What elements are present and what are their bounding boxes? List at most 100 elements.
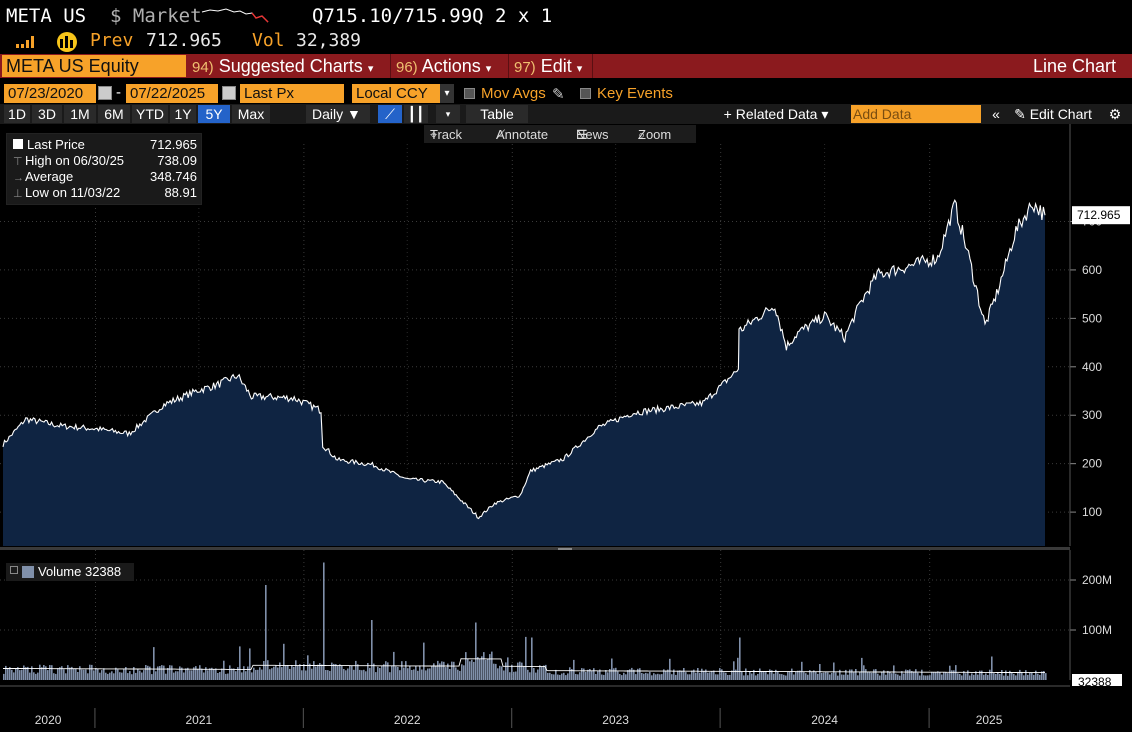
header-prev-line: Prev 712.965 Vol 32,389 (0, 30, 1132, 54)
key-events-checkbox[interactable] (580, 88, 591, 99)
volume-bar (1039, 674, 1041, 680)
volume-bar (721, 669, 723, 680)
expand-icon[interactable] (10, 566, 18, 574)
period-button-3d[interactable]: 3D (32, 105, 62, 123)
period-button-5y[interactable]: 5Y (198, 105, 230, 123)
period-button-max[interactable]: Max (232, 105, 270, 123)
add-data-input[interactable]: Add Data (851, 105, 981, 123)
volume-bar (1037, 673, 1039, 680)
security-input[interactable]: META US Equity (2, 55, 186, 77)
chevron-down-icon[interactable]: ▾ (436, 105, 460, 123)
legend-high: High on 06/30/25 (25, 153, 125, 168)
date-dash: - (116, 84, 121, 101)
candlestick-icon[interactable]: ┃┃ (404, 105, 428, 123)
volume-bar (353, 669, 355, 680)
currency-select[interactable]: Local CCY (352, 84, 440, 103)
volume-bar (323, 562, 325, 680)
volume-bar (97, 668, 99, 680)
volume-bar (961, 675, 963, 680)
end-date-input[interactable]: 07/22/2025 (126, 84, 218, 103)
volume-bar (587, 669, 589, 680)
start-date-input[interactable]: 07/23/2020 (4, 84, 96, 103)
volume-bar (511, 664, 513, 680)
period-button-1y[interactable]: 1Y (170, 105, 196, 123)
volume-bar (263, 661, 265, 680)
resize-grip-icon[interactable] (558, 548, 572, 550)
volume-bar (1033, 674, 1035, 680)
pane-divider[interactable] (0, 547, 1070, 550)
volume-bar (329, 670, 331, 680)
volume-bar (571, 669, 573, 680)
volume-bar (117, 669, 119, 680)
volume-bar (519, 661, 521, 680)
volume-bar (853, 672, 855, 680)
ticker-symbol[interactable]: META US (6, 5, 87, 27)
pencil-icon: ✎ (1014, 106, 1030, 122)
calendar-icon[interactable] (98, 86, 112, 100)
period-button-1m[interactable]: 1M (64, 105, 96, 123)
volume-bar (435, 665, 437, 680)
field-select[interactable]: Last Px (240, 84, 344, 103)
period-button-ytd[interactable]: YTD (132, 105, 168, 123)
collapse-icon[interactable]: « (988, 105, 1004, 123)
volume-bar (423, 642, 425, 680)
volume-bar (475, 622, 477, 680)
plus-icon: + (723, 106, 736, 122)
volume-bar (447, 663, 449, 680)
sparkline-icon (201, 8, 269, 23)
bid-ask-size: 2 x 1 (495, 5, 553, 27)
key-events-label[interactable]: Key Events (597, 85, 673, 102)
x-tick-label: 2024 (811, 713, 838, 727)
period-button-1d[interactable]: 1D (4, 105, 30, 123)
volume-bar (7, 668, 9, 680)
market-status-icon[interactable] (54, 31, 80, 53)
volume-bar (603, 674, 605, 680)
edit-chart-button[interactable]: ✎ Edit Chart (1008, 105, 1098, 123)
mov-avgs-label[interactable]: Mov Avgs (481, 85, 546, 102)
volume-bar (653, 673, 655, 680)
volume-bar (425, 670, 427, 680)
period-button-6m[interactable]: 6M (98, 105, 130, 123)
gear-icon[interactable]: ⚙ (1104, 105, 1126, 123)
related-data-menu[interactable]: + Related Data ▾ (712, 105, 840, 123)
volume-bar (745, 668, 747, 680)
vol-label: Vol (252, 30, 285, 51)
chevron-down-icon[interactable]: ▾ (440, 84, 454, 103)
table-button[interactable]: Table (466, 105, 528, 123)
volume-bar (951, 670, 953, 680)
line-chart-icon[interactable]: ⟋ (378, 105, 402, 123)
volume-bar (757, 674, 759, 680)
volume-bar (85, 669, 87, 680)
volume-bar (521, 662, 523, 680)
volume-bar (187, 667, 189, 680)
volume-bar (579, 672, 581, 680)
mov-avgs-checkbox[interactable] (464, 88, 475, 99)
calendar-icon[interactable] (222, 86, 236, 100)
actions-menu[interactable]: 96) Actions ▾ (396, 56, 492, 76)
volume-bar (529, 672, 531, 680)
volume-bar (885, 674, 887, 680)
volume-legend[interactable]: Volume 32388 (6, 563, 134, 581)
y-tick-label: 400 (1082, 360, 1102, 374)
volume-bar (49, 665, 51, 680)
volume-bar (35, 673, 37, 680)
volume-bar (319, 663, 321, 680)
suggested-charts-menu[interactable]: 94) Suggested Charts ▾ (192, 56, 374, 76)
volume-bar (637, 668, 639, 680)
volume-bar (905, 669, 907, 680)
volume-bar (733, 661, 735, 680)
volume-bar (735, 669, 737, 680)
volume-bar (253, 667, 255, 680)
volume-bar (879, 675, 881, 680)
edit-menu[interactable]: 97) Edit ▾ (514, 56, 583, 76)
volume-bar (911, 671, 913, 680)
pencil-icon[interactable]: ✎ (552, 86, 565, 103)
volume-bar (109, 672, 111, 680)
volume-bar (889, 671, 891, 680)
volume-bar (145, 665, 147, 680)
frequency-select[interactable]: Daily ▼ (306, 105, 370, 123)
legend-last-price[interactable]: Last Price (13, 137, 85, 153)
volume-bar (361, 670, 363, 680)
volume-bar (157, 666, 159, 680)
